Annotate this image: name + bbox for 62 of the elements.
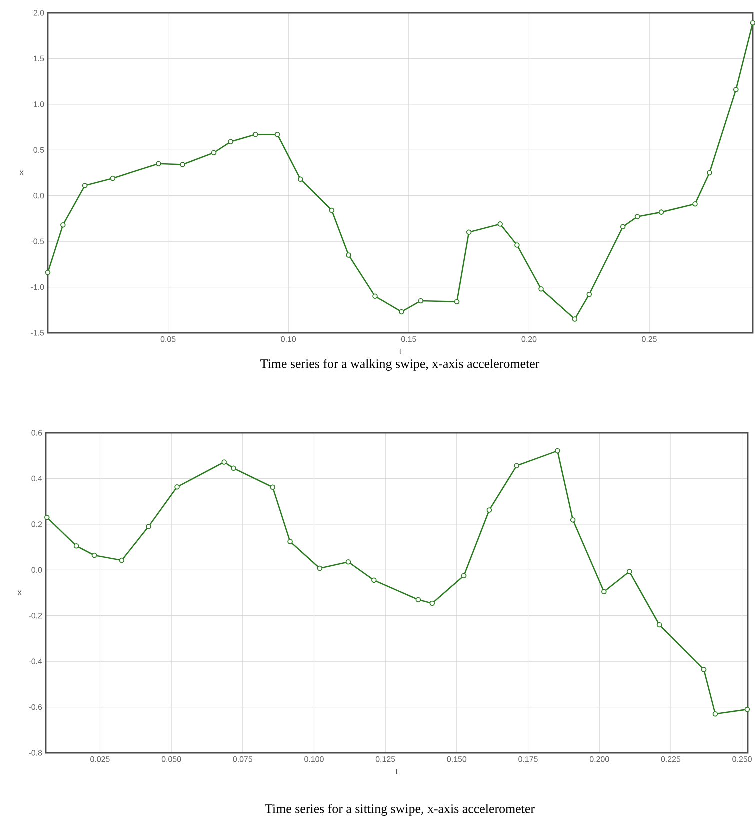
- point: [514, 242, 520, 248]
- point: [74, 543, 80, 549]
- point: [555, 448, 560, 454]
- point: [656, 622, 662, 628]
- point: [372, 578, 377, 584]
- point: [288, 539, 293, 544]
- point: [514, 463, 520, 469]
- point: [701, 667, 707, 672]
- point: [626, 569, 632, 574]
- point: [712, 712, 718, 717]
- point: [92, 552, 98, 558]
- point: [602, 589, 607, 594]
- point: [498, 222, 503, 227]
- point: [692, 201, 698, 207]
- point: [634, 214, 640, 220]
- point: [466, 230, 472, 236]
- point: [156, 161, 162, 166]
- point: [146, 524, 152, 530]
- point: [750, 20, 755, 26]
- point: [346, 252, 352, 258]
- point: [180, 162, 186, 168]
- point: [270, 484, 276, 490]
- point: [372, 294, 378, 300]
- point: [744, 706, 750, 712]
- point: [658, 210, 664, 215]
- x-axis-title: t: [399, 349, 402, 355]
- x-axis-title: t: [396, 769, 398, 775]
- point: [461, 573, 467, 578]
- point: [486, 508, 492, 513]
- point: [298, 176, 304, 182]
- point: [231, 466, 236, 472]
- text: Time series for a sitting swipe, x-axis accelerometer: [265, 804, 535, 816]
- point: [572, 316, 578, 322]
- point: [44, 514, 50, 520]
- point: [416, 597, 422, 602]
- point: [399, 309, 404, 315]
- point: [620, 224, 626, 230]
- point: [329, 208, 335, 214]
- point: [228, 139, 234, 145]
- point: [538, 286, 544, 292]
- point: [430, 600, 436, 606]
- point: [222, 460, 227, 465]
- point: [346, 559, 352, 565]
- point: [119, 558, 125, 564]
- point: [418, 298, 424, 304]
- point: [274, 132, 280, 138]
- point: [45, 270, 51, 276]
- point: [253, 132, 258, 138]
- point: [454, 299, 460, 305]
- y-axis-title: x: [18, 590, 22, 596]
- point: [586, 292, 592, 298]
- point: [174, 484, 180, 490]
- point: [707, 170, 712, 176]
- point: [110, 176, 116, 182]
- y-axis-title: x: [20, 170, 24, 176]
- text: Time series for a walking swipe, x-axis accelerometer: [260, 359, 540, 371]
- point: [211, 150, 217, 156]
- point: [317, 566, 323, 572]
- point: [570, 517, 576, 523]
- point: [60, 222, 66, 228]
- point: [734, 87, 739, 92]
- point: [82, 183, 88, 188]
